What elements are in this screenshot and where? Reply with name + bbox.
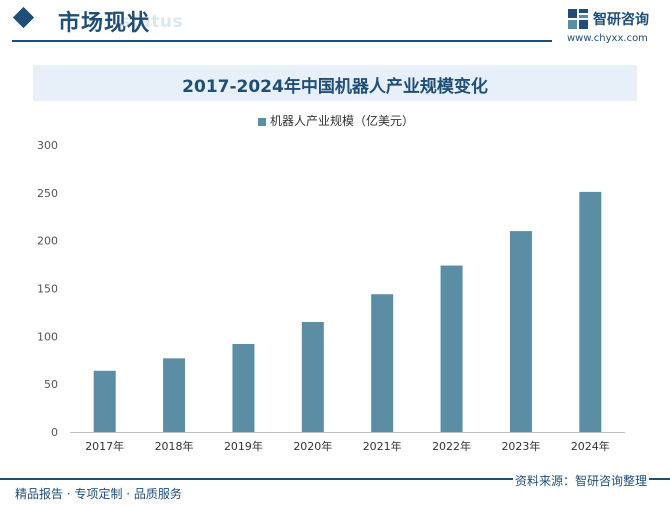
x-tick-label: 2017年: [85, 439, 124, 453]
bar: [93, 370, 116, 432]
bar: [371, 294, 394, 432]
bar: [579, 191, 602, 432]
y-tick-label: 150: [37, 283, 58, 296]
x-tick-label: 2024年: [571, 439, 610, 453]
logo-name: 智研咨询: [593, 12, 649, 28]
legend-label: 机器人产业规模（亿美元）: [270, 114, 415, 128]
bar: [440, 265, 463, 432]
footer-tagline: 精品报告 · 专项定制 · 品质服务: [15, 487, 182, 501]
bar: [301, 321, 324, 432]
y-tick-label: 300: [37, 139, 58, 152]
header: status 市场现状 智研咨询 www.chyxx.com: [0, 0, 670, 44]
source-note: 资料来源：智研咨询整理: [513, 472, 650, 489]
section-title: 市场现状: [58, 11, 151, 36]
chart-title: 2017-2024年中国机器人产业规模变化: [182, 77, 488, 97]
header-divider: [12, 40, 552, 42]
x-tick-label: 2023年: [501, 439, 540, 453]
bar: [509, 231, 532, 432]
legend: 机器人产业规模（亿美元）: [258, 112, 414, 129]
footer-divider: [0, 478, 670, 480]
logo-url: www.chyxx.com: [567, 33, 648, 44]
legend-swatch: [258, 117, 266, 126]
x-tick-label: 2022年: [432, 439, 471, 453]
bar: [232, 343, 255, 432]
y-tick-label: 250: [37, 187, 58, 200]
y-tick-label: 200: [37, 235, 58, 248]
logo-icon: [568, 9, 588, 29]
x-tick-label: 2018年: [155, 439, 194, 453]
x-tick-label: 2020年: [293, 439, 332, 453]
x-tick-label: 2021年: [363, 439, 402, 453]
chart-title-band: 2017-2024年中国机器人产业规模变化: [33, 65, 637, 101]
y-tick-label: 50: [44, 378, 58, 391]
section-ghost-text: status: [120, 12, 184, 32]
x-tick-label: 2019年: [224, 439, 263, 453]
bar: [163, 358, 186, 432]
y-tick-label: 100: [37, 330, 58, 343]
y-tick-label: 0: [51, 426, 58, 439]
